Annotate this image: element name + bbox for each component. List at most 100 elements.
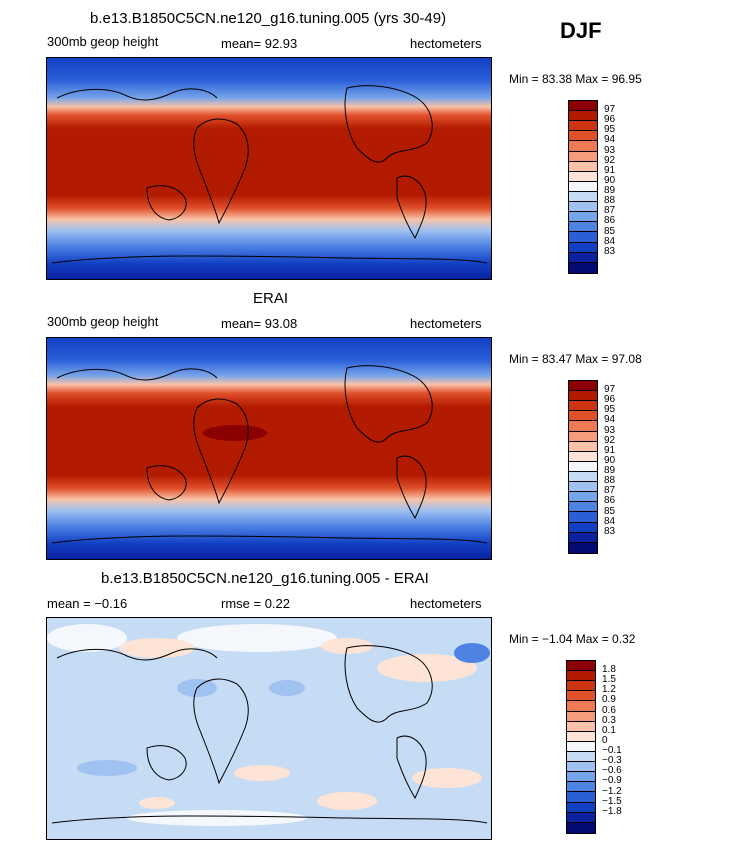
colorbar-swatch: [569, 401, 597, 412]
colorbar-swatch: [567, 711, 595, 722]
colorbar-swatch: [569, 212, 597, 223]
colorbar-swatch: [567, 661, 595, 672]
colorbar-swatch: [567, 721, 595, 732]
colorbar-swatch: [569, 121, 597, 132]
colorbar-swatch: [569, 262, 597, 273]
colorbar-tick-label: 1.8: [602, 664, 616, 676]
colorbar-tick-label: 83: [604, 525, 616, 537]
colorbar-tick-label: 92: [604, 434, 616, 446]
colorbar-swatch: [569, 542, 597, 553]
colorbar-tick-label: 86: [604, 215, 616, 227]
colorbar-swatch: [567, 741, 595, 752]
colorbar-tick-label: 93: [604, 424, 616, 436]
colorbar-swatch: [569, 461, 597, 472]
panel3-map: [46, 617, 492, 840]
panel2-colorbar: [568, 380, 598, 554]
panel1-colorbar-labels: 97 96 95 94 93 92 91 90 89 88 87 86 85 84 83: [604, 100, 644, 274]
panel3-mean: mean = −0.16: [47, 596, 128, 611]
colorbar-swatch: [569, 171, 597, 182]
panel3-colorbar-labels: 1.8 1.5 1.2 0.9 0.6 0.3 0.1 0 −0.1 −0.3 −0.6 −0.9 −1…: [602, 660, 646, 834]
panel2-warm-pool: [203, 425, 267, 441]
panel1-title: b.e13.B1850C5CN.ne120_g16.tuning.005 (yr…: [90, 10, 447, 27]
colorbar-swatch: [569, 522, 597, 533]
colorbar-tick-label: 87: [604, 485, 616, 497]
colorbar-swatch: [567, 782, 595, 793]
colorbar-swatch: [567, 812, 595, 823]
colorbar-swatch: [569, 451, 597, 462]
panel1-colorbar: [568, 100, 598, 274]
panel3-coastlines: [51, 645, 488, 824]
panel1-minmax: Min = 83.38 Max = 96.95: [509, 72, 642, 86]
colorbar-tick-label: 0: [602, 734, 608, 746]
panel2-colorbar-labels: 97 96 95 94 93 92 91 90 89 88 87 86 85 84 83: [604, 380, 644, 554]
colorbar-swatch: [567, 751, 595, 763]
panel2-mean: mean= 93.08: [221, 316, 298, 331]
colorbar-tick-label: −0.3: [602, 755, 622, 767]
colorbar-tick-label: 87: [604, 205, 616, 217]
colorbar-tick-label: 89: [604, 185, 616, 197]
colorbar-swatch: [569, 441, 597, 452]
panel2-map: [46, 337, 492, 560]
panel1-coastlines: [51, 85, 488, 264]
colorbar-tick-label: −1.8: [602, 805, 622, 817]
colorbar-tick-label: 97: [604, 104, 616, 116]
colorbar-tick-label: 96: [604, 394, 616, 406]
colorbar-tick-label: 97: [604, 384, 616, 396]
panel2-left-label: 300mb geop height: [47, 314, 159, 329]
panel1-left-label: 300mb geop height: [47, 34, 159, 49]
colorbar-swatch: [567, 691, 595, 702]
colorbar-swatch: [567, 802, 595, 813]
colorbar-tick-label: −0.1: [602, 745, 622, 757]
colorbar-tick-label: 0.6: [602, 704, 616, 716]
colorbar-swatch: [569, 411, 597, 422]
colorbar-tick-label: 88: [604, 475, 616, 487]
panel3-minmax: Min = −1.04 Max = 0.32: [509, 632, 636, 646]
colorbar-tick-label: 93: [604, 144, 616, 156]
colorbar-swatch: [569, 111, 597, 122]
colorbar-tick-label: 0.3: [602, 714, 616, 726]
colorbar-swatch: [569, 101, 597, 112]
colorbar-tick-label: 95: [604, 124, 616, 136]
colorbar-swatch: [569, 512, 597, 523]
panel1-mean: mean= 92.93: [221, 36, 298, 51]
season-label: DJF: [560, 18, 602, 43]
colorbar-swatch: [569, 471, 597, 483]
panel3-colorbar: [566, 660, 596, 834]
colorbar-tick-label: 89: [604, 465, 616, 477]
colorbar-tick-label: 91: [604, 444, 616, 456]
colorbar-swatch: [569, 391, 597, 402]
colorbar-tick-label: 91: [604, 164, 616, 176]
panel1-map: [46, 57, 492, 280]
colorbar-tick-label: 85: [604, 225, 616, 237]
colorbar-swatch: [567, 731, 595, 742]
colorbar-tick-label: 94: [604, 414, 616, 426]
colorbar-swatch: [569, 502, 597, 513]
colorbar-swatch: [569, 202, 597, 213]
colorbar-tick-label: −0.6: [602, 765, 622, 777]
colorbar-tick-label: 1.2: [602, 684, 616, 696]
panel2-minmax: Min = 83.47 Max = 97.08: [509, 352, 642, 366]
panel2-units: hectometers: [410, 316, 482, 331]
panel3-anomaly-patches: [47, 624, 490, 826]
colorbar-tick-label: 84: [604, 235, 616, 247]
panel1-units: hectometers: [410, 36, 482, 51]
colorbar-swatch: [569, 532, 597, 543]
colorbar-swatch: [569, 252, 597, 263]
colorbar-tick-label: 92: [604, 154, 616, 166]
colorbar-swatch: [569, 482, 597, 493]
colorbar-swatch: [567, 772, 595, 783]
colorbar-swatch: [567, 701, 595, 712]
colorbar-tick-label: 1.5: [602, 674, 616, 686]
colorbar-tick-label: 86: [604, 495, 616, 507]
colorbar-tick-label: −1.5: [602, 795, 622, 807]
colorbar-tick-label: 0.1: [602, 724, 616, 736]
colorbar-swatch: [569, 141, 597, 152]
colorbar-swatch: [569, 191, 597, 203]
colorbar-swatch: [567, 681, 595, 692]
colorbar-swatch: [567, 762, 595, 773]
colorbar-swatch: [569, 242, 597, 253]
colorbar-tick-label: 90: [604, 174, 616, 186]
colorbar-swatch: [569, 161, 597, 172]
panel3-units: hectometers: [410, 596, 482, 611]
colorbar-swatch: [567, 671, 595, 682]
